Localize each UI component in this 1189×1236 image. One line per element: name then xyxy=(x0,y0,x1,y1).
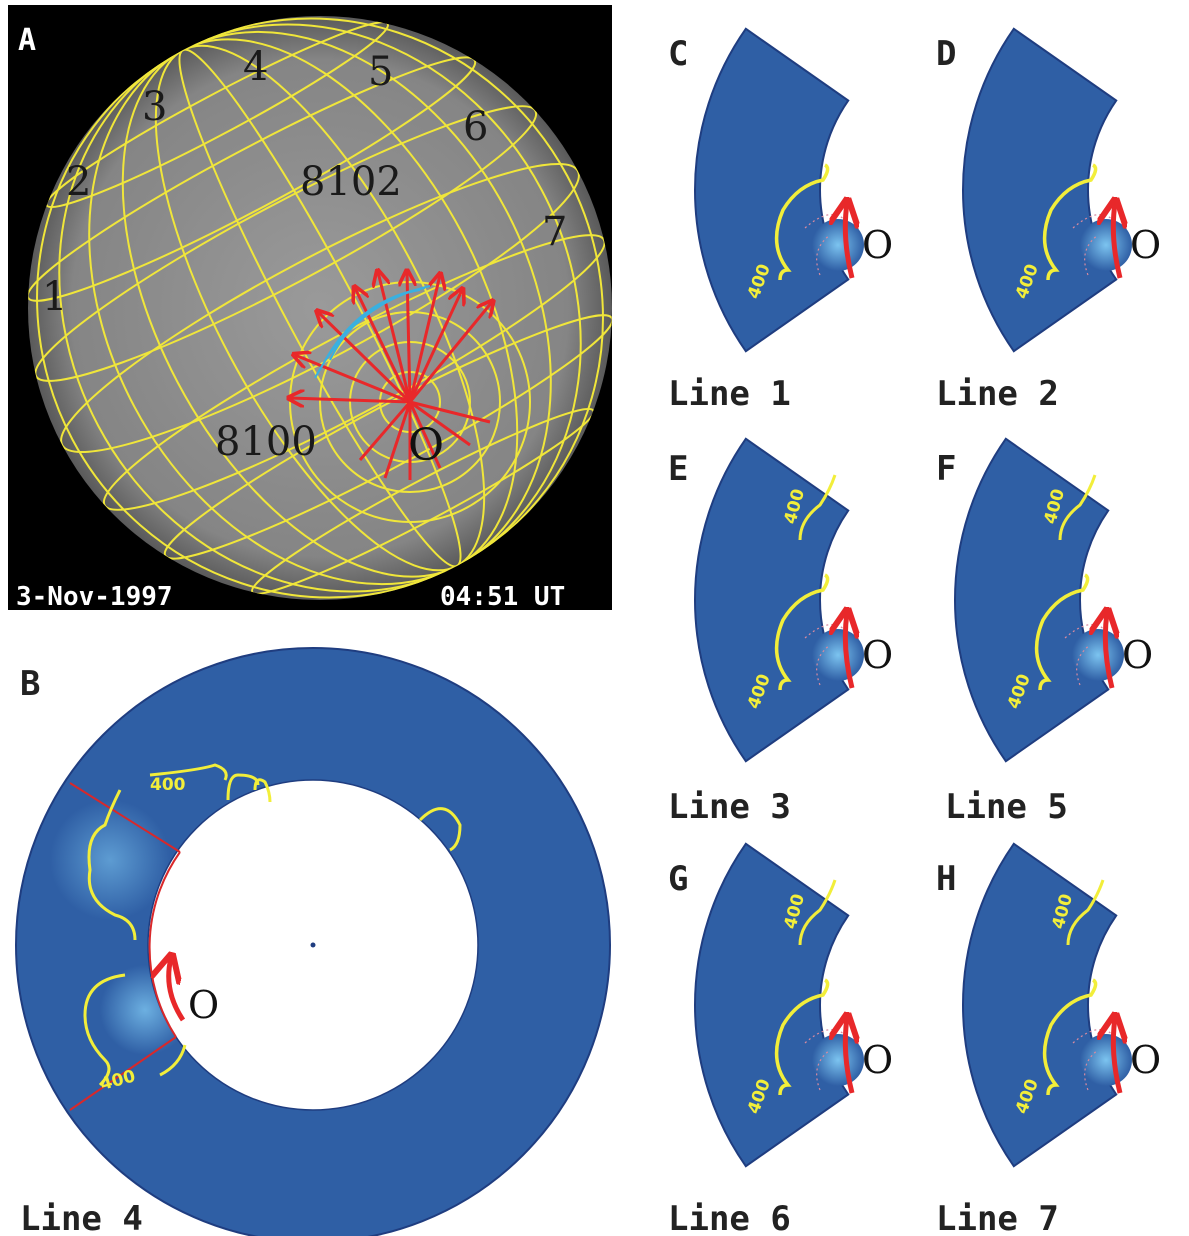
panel-label: F xyxy=(936,449,956,489)
glow xyxy=(1080,219,1132,271)
panel-label: E xyxy=(668,449,688,489)
center-dot xyxy=(311,943,316,948)
glow xyxy=(1080,1034,1132,1086)
panel-a: A 1 2 3 4 5 6 7 8102 8100 O 3-Nov-1997 0… xyxy=(0,0,705,697)
caption: Line 4 xyxy=(20,1199,143,1236)
region-label: 8100 xyxy=(215,419,317,465)
caption: Line 7 xyxy=(936,1199,1059,1236)
sector xyxy=(695,29,848,351)
panel-label: G xyxy=(668,859,688,899)
meridian-label: 5 xyxy=(368,49,393,95)
panel-label: A xyxy=(18,23,36,58)
contour-label: 400 xyxy=(150,775,186,795)
sector xyxy=(955,439,1108,761)
time-stamp: 04:51 UT xyxy=(440,582,565,612)
meridian-label: 3 xyxy=(142,84,167,130)
panel-b: B 400 400 O Line 4 xyxy=(16,648,610,1236)
meridian-label: 6 xyxy=(463,104,488,150)
figure: A 1 2 3 4 5 6 7 8102 8100 O 3-Nov-1997 0… xyxy=(0,0,1189,1236)
panel-label: C xyxy=(668,34,688,74)
origin-label: O xyxy=(1122,633,1153,677)
meridian-label: 4 xyxy=(243,44,268,90)
sector xyxy=(695,439,848,761)
origin-label: O xyxy=(408,420,444,471)
solar-disk xyxy=(28,16,612,600)
panel-label: H xyxy=(936,859,956,899)
meridian-label: 7 xyxy=(542,209,567,255)
meridian-label: 1 xyxy=(42,274,67,320)
origin-label: O xyxy=(1130,1038,1161,1082)
glow xyxy=(50,800,170,920)
origin-label: O xyxy=(188,983,219,1027)
origin-label: O xyxy=(862,223,893,267)
meridian-label: 2 xyxy=(66,159,91,205)
origin-label: O xyxy=(862,633,893,677)
caption: Line 3 xyxy=(668,787,791,827)
glow xyxy=(812,219,864,271)
caption: Line 1 xyxy=(668,374,791,414)
origin-label: O xyxy=(1130,223,1161,267)
caption: Line 2 xyxy=(936,374,1059,414)
sector xyxy=(695,844,848,1166)
origin-label: O xyxy=(862,1038,893,1082)
glow xyxy=(1072,629,1124,681)
caption: Line 5 xyxy=(945,787,1068,827)
glow xyxy=(812,1034,864,1086)
panel-label: D xyxy=(936,34,956,74)
sector xyxy=(963,844,1116,1166)
caption: Line 6 xyxy=(668,1199,791,1236)
panel-label: B xyxy=(20,664,40,704)
date-stamp: 3-Nov-1997 xyxy=(16,582,173,612)
sector xyxy=(963,29,1116,351)
glow xyxy=(812,629,864,681)
region-label: 8102 xyxy=(300,159,402,205)
